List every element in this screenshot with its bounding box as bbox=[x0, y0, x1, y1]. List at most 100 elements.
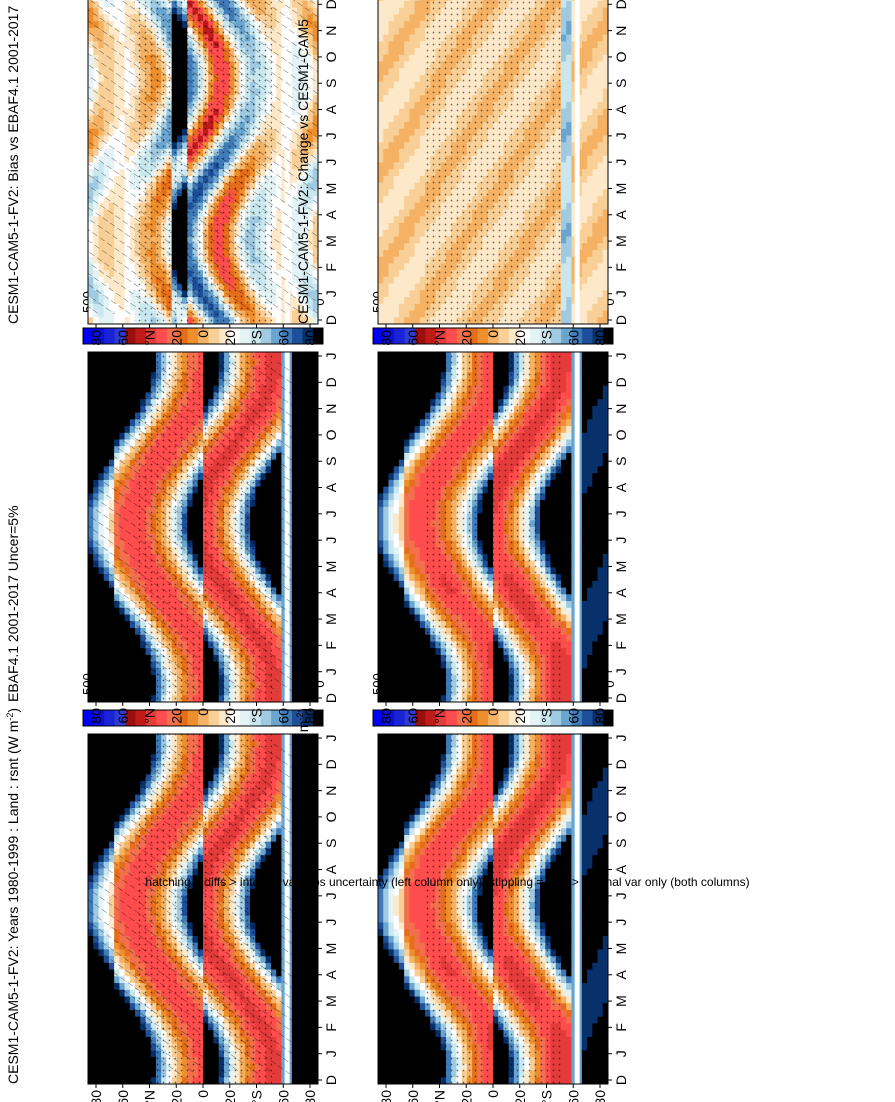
heatmap-cell bbox=[581, 915, 588, 923]
heatmap-cell bbox=[378, 948, 384, 957]
heatmap-cell bbox=[93, 733, 99, 741]
heatmap-cell bbox=[409, 1056, 415, 1064]
heatmap-cell bbox=[398, 1002, 405, 1010]
heatmap-cell bbox=[404, 841, 410, 849]
heatmap-cell bbox=[404, 814, 410, 822]
heatmap-cell bbox=[388, 895, 395, 903]
heatmap-cell bbox=[388, 989, 395, 997]
heatmap-cell bbox=[592, 942, 598, 950]
heatmap-cell bbox=[409, 1049, 415, 1058]
heatmap-cell bbox=[388, 975, 395, 984]
heatmap-cell bbox=[597, 935, 604, 943]
heatmap-cell bbox=[404, 989, 410, 997]
heatmap-cell bbox=[378, 935, 384, 943]
heatmap-cell bbox=[592, 1049, 598, 1058]
heatmap-cell bbox=[404, 787, 410, 795]
heatmap-cell bbox=[414, 915, 421, 923]
heatmap-cell bbox=[414, 760, 421, 768]
heatmap-cell bbox=[409, 780, 415, 788]
heatmap-cell bbox=[592, 794, 598, 802]
heatmap-cell bbox=[414, 787, 421, 795]
x-tick-label: A bbox=[613, 864, 629, 874]
heatmap-cell bbox=[393, 821, 400, 829]
heatmap-cell bbox=[414, 861, 421, 869]
heatmap-cell bbox=[409, 753, 415, 761]
heatmap-cell bbox=[383, 800, 389, 809]
heatmap-cell bbox=[404, 821, 410, 829]
heatmap-cell bbox=[592, 854, 598, 862]
heatmap-cell bbox=[581, 747, 588, 755]
heatmap-cell bbox=[587, 1029, 593, 1037]
heatmap-cell bbox=[587, 747, 593, 755]
heatmap-cell bbox=[398, 942, 405, 950]
y-tick-label: 80 bbox=[378, 1090, 394, 1102]
heatmap-cell bbox=[592, 895, 598, 903]
heatmap-cell bbox=[388, 760, 395, 768]
heatmap-cell bbox=[566, 794, 572, 802]
heatmap-cell bbox=[409, 1002, 415, 1010]
heatmap-cell bbox=[383, 1043, 389, 1051]
heatmap-cell bbox=[404, 1036, 410, 1044]
heatmap-cell bbox=[398, 773, 405, 782]
heatmap-cell bbox=[404, 895, 410, 903]
heatmap-cell bbox=[393, 915, 400, 923]
heatmap-cell bbox=[93, 1076, 99, 1084]
heatmap-cell bbox=[409, 1063, 415, 1071]
heatmap-cell bbox=[302, 1076, 308, 1084]
heatmap-cell bbox=[388, 908, 395, 916]
heatmap-cell bbox=[597, 1063, 604, 1071]
heatmap-cell bbox=[592, 827, 598, 835]
heatmap-cell bbox=[388, 814, 395, 822]
heatmap-cell bbox=[566, 807, 572, 815]
heatmap-cell bbox=[404, 996, 410, 1004]
heatmap-cell bbox=[587, 975, 593, 984]
heatmap-cell bbox=[124, 733, 131, 741]
heatmap-cell bbox=[414, 1023, 421, 1031]
heatmap-cell bbox=[414, 1043, 421, 1051]
x-tick-label: J bbox=[323, 735, 339, 742]
heatmap-cell bbox=[597, 848, 604, 856]
heatmap-cell bbox=[398, 767, 405, 775]
heatmap-cell bbox=[119, 694, 125, 702]
heatmap-cell bbox=[414, 1036, 421, 1044]
heatmap-cell bbox=[597, 841, 604, 849]
heatmap-cell bbox=[409, 1070, 415, 1078]
heatmap-cell bbox=[409, 969, 415, 977]
heatmap-cell bbox=[393, 1023, 400, 1031]
x-tick-label: M bbox=[613, 943, 629, 955]
x-tick-label: N bbox=[323, 786, 339, 796]
heatmap-cell bbox=[276, 733, 282, 741]
heatmap-cell bbox=[597, 1029, 604, 1037]
heatmap-cell bbox=[414, 780, 421, 788]
heatmap-cell bbox=[108, 733, 115, 741]
heatmap-cell bbox=[409, 1043, 415, 1051]
heatmap-cell bbox=[404, 942, 410, 950]
heatmap-cell bbox=[383, 955, 389, 963]
panel-3: EBAF4.1 2001-2017 Uncer=5% DJFMAMJJASONDJ… bbox=[5, 291, 339, 724]
heatmap-cell bbox=[587, 773, 593, 782]
heatmap-cell bbox=[388, 1063, 395, 1071]
y-tick-label: °N bbox=[142, 1090, 158, 1102]
heatmap-cell bbox=[592, 1076, 598, 1084]
heatmap-cell bbox=[378, 760, 384, 768]
heatmap-cell bbox=[409, 908, 415, 916]
heatmap-cell bbox=[98, 1076, 105, 1084]
heatmap-cell bbox=[566, 908, 572, 916]
heatmap-cell bbox=[383, 827, 389, 835]
heatmap-cell bbox=[398, 1016, 405, 1024]
heatmap-cell bbox=[378, 841, 384, 849]
heatmap-cell bbox=[414, 942, 421, 950]
heatmap-cell bbox=[581, 807, 588, 815]
heatmap-cell bbox=[597, 962, 604, 970]
heatmap-cell bbox=[393, 854, 400, 862]
heatmap-cell bbox=[388, 1049, 395, 1058]
heatmap-cell bbox=[93, 694, 99, 702]
heatmap-cell bbox=[383, 888, 389, 896]
heatmap-cell bbox=[566, 854, 572, 862]
heatmap-cell bbox=[404, 1002, 410, 1010]
heatmap-cell bbox=[597, 982, 604, 990]
heatmap-cell bbox=[597, 861, 604, 869]
heatmap-cell bbox=[587, 922, 593, 930]
heatmap-cell bbox=[414, 955, 421, 963]
heatmap-cell bbox=[388, 1076, 395, 1084]
